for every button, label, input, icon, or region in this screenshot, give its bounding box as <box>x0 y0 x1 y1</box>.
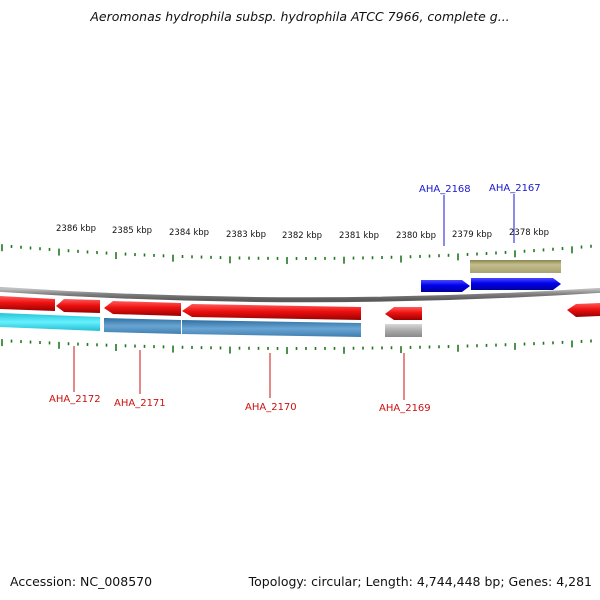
accession-info: Accession: NC_008570 <box>10 574 153 589</box>
gene-label-AHA_2171[interactable]: AHA_2171 <box>114 398 166 409</box>
genome-backbone <box>0 286 600 303</box>
forward-gene-track <box>421 278 561 292</box>
gene-red-partial-right[interactable] <box>567 303 600 317</box>
topology-summary: Topology: circular; Length: 4,744,448 bp… <box>248 574 592 589</box>
cds-feature-gray[interactable] <box>385 324 422 337</box>
gene-label-AHA_2169[interactable]: AHA_2169 <box>379 403 431 414</box>
kbp-label: 2383 kbp <box>226 230 266 240</box>
gene-AHA_2168[interactable] <box>421 280 470 292</box>
kbp-label: 2384 kbp <box>169 228 209 238</box>
gene-red-partial-left[interactable] <box>0 296 55 311</box>
gene-AHA_2169[interactable] <box>385 307 422 320</box>
cds-feature-cyan[interactable] <box>0 313 100 331</box>
kbp-label: 2382 kbp <box>282 231 322 241</box>
gene-AHA_2167[interactable] <box>471 278 561 290</box>
kbp-label: 2378 kbp <box>509 228 549 238</box>
gene-label-AHA_2170[interactable]: AHA_2170 <box>245 402 297 413</box>
gene-label-AHA_2168[interactable]: AHA_2168 <box>419 184 471 195</box>
reverse-cds-track <box>0 313 422 337</box>
cds-feature-steel[interactable] <box>104 318 181 334</box>
outer-tick-marks <box>1 244 592 264</box>
cds-feature-forward[interactable] <box>470 260 561 273</box>
kbp-label: 2380 kbp <box>396 231 436 241</box>
gene-label-AHA_2167[interactable]: AHA_2167 <box>489 183 541 194</box>
kbp-label: 2379 kbp <box>452 230 492 240</box>
cds-feature-steel[interactable] <box>182 320 361 337</box>
gene-label-AHA_2172[interactable]: AHA_2172 <box>49 394 101 405</box>
gene-AHA_2172[interactable] <box>56 299 100 313</box>
gene-AHA_2170[interactable] <box>182 304 361 320</box>
kbp-label: 2386 kbp <box>56 224 96 234</box>
forward-gene-labels: AHA_2168 AHA_2167 <box>419 183 541 246</box>
reverse-gene-track <box>0 296 600 320</box>
reverse-gene-labels: AHA_2172 AHA_2171 AHA_2170 AHA_2169 <box>49 346 431 414</box>
inner-tick-marks <box>1 339 592 354</box>
gene-AHA_2171[interactable] <box>104 301 181 316</box>
kbp-label: 2385 kbp <box>112 226 152 236</box>
map-title: Aeromonas hydrophila subsp. hydrophila A… <box>90 9 510 24</box>
kbp-label: 2381 kbp <box>339 231 379 241</box>
kbp-ruler: 2386 kbp 2385 kbp 2384 kbp 2383 kbp 2382… <box>56 224 549 241</box>
